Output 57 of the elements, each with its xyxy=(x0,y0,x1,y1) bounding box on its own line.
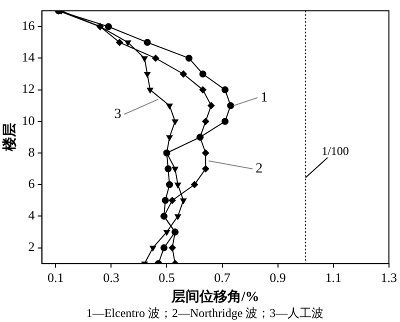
point xyxy=(144,38,151,46)
y-tick-label: 8 xyxy=(28,144,35,160)
point xyxy=(124,40,131,46)
point xyxy=(174,214,181,220)
y-tick-label: 10 xyxy=(22,112,35,128)
text: 1—Elcentro 波；2—Northridge 波；3—人工波 xyxy=(86,306,324,320)
point xyxy=(199,86,206,94)
y-tick-label: 6 xyxy=(28,176,36,192)
point xyxy=(166,181,174,188)
point xyxy=(202,118,210,125)
point xyxy=(180,70,187,78)
y-tick-label: 2 xyxy=(28,239,35,254)
point xyxy=(164,230,170,236)
y-tick-label: 14 xyxy=(22,50,36,65)
point xyxy=(160,244,168,252)
point xyxy=(168,196,176,204)
point xyxy=(180,198,187,204)
x-axis-title: 层间位移角/% xyxy=(170,289,260,306)
point xyxy=(144,72,150,78)
annotation: 2 xyxy=(256,162,263,177)
point xyxy=(164,165,172,172)
annotation: 3 xyxy=(114,106,122,122)
point xyxy=(202,150,210,156)
x-tick-label: 0.5 xyxy=(158,270,175,285)
y-tick-label: 12 xyxy=(22,81,35,96)
x-tick-label: 1.3 xyxy=(380,270,397,285)
point xyxy=(166,104,173,110)
x-tick-label: 1.1 xyxy=(325,270,342,285)
point xyxy=(162,196,169,204)
point xyxy=(208,102,215,110)
point xyxy=(141,56,148,62)
point xyxy=(104,23,112,30)
point xyxy=(172,166,178,172)
point xyxy=(168,244,176,252)
y-tick-label: 16 xyxy=(22,18,36,34)
point xyxy=(152,54,160,62)
x-tick-label: 0.9 xyxy=(270,270,286,285)
ref-line-label: 1/100 xyxy=(322,144,349,158)
point xyxy=(146,88,154,94)
x-tick-label: 0.7 xyxy=(214,270,231,285)
x-tick-label: 0.1 xyxy=(48,270,64,285)
annotation: 1 xyxy=(260,90,268,106)
point xyxy=(185,54,192,62)
y-axis-title: 楼层 xyxy=(2,123,18,152)
point xyxy=(172,119,178,125)
point xyxy=(150,246,156,252)
x-tick-label: 0.3 xyxy=(103,270,120,285)
point xyxy=(222,118,229,125)
point xyxy=(227,102,234,110)
point xyxy=(116,38,124,46)
point xyxy=(166,135,173,141)
y-tick-label: 4 xyxy=(28,208,36,223)
point xyxy=(202,165,210,172)
point xyxy=(199,70,206,78)
point xyxy=(174,182,181,188)
point xyxy=(191,181,198,188)
point xyxy=(222,86,229,94)
